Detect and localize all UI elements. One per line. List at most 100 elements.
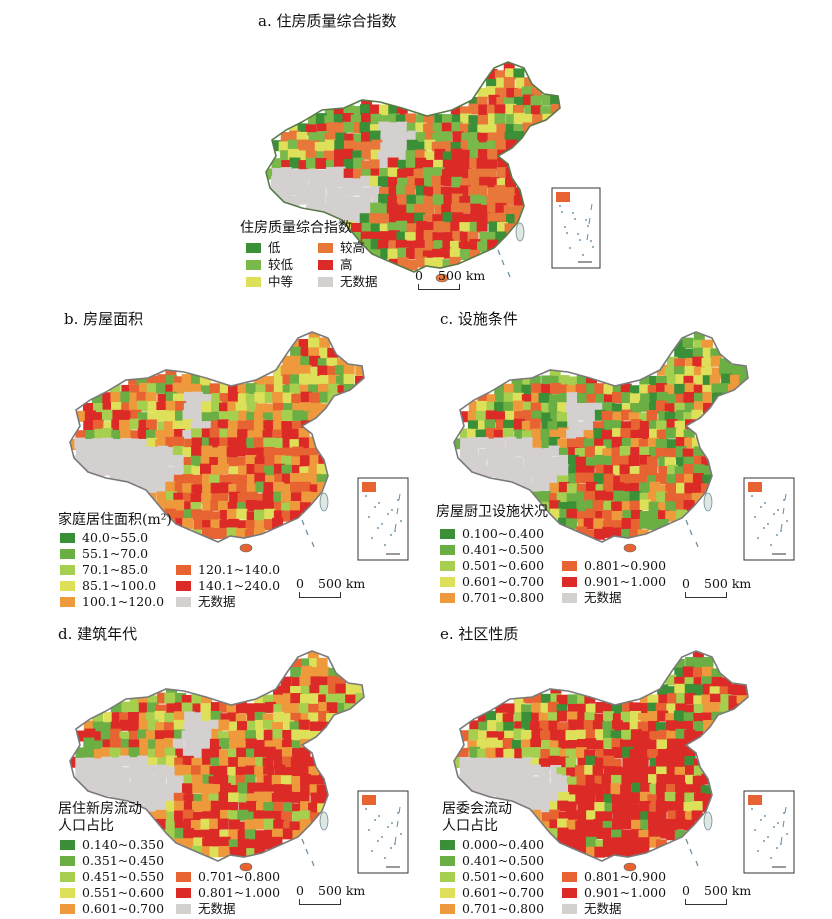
map-region xyxy=(262,412,274,424)
map-region xyxy=(272,811,284,823)
inset-dash xyxy=(780,836,783,844)
map-region xyxy=(621,409,633,421)
map-region xyxy=(309,455,321,467)
map-region xyxy=(280,684,292,696)
map-region xyxy=(226,446,238,458)
legend-swatch xyxy=(440,577,455,587)
map-region xyxy=(164,692,176,704)
map-region xyxy=(299,402,311,414)
map-region xyxy=(352,150,364,162)
map-region xyxy=(210,482,222,494)
map-region xyxy=(682,448,694,460)
map-region xyxy=(522,376,534,388)
inset-island xyxy=(561,211,563,213)
map-region xyxy=(566,410,578,422)
map-region xyxy=(431,248,443,260)
map-region xyxy=(513,728,525,740)
scale-bar xyxy=(418,284,460,290)
map-region xyxy=(379,203,391,215)
map-region xyxy=(541,94,553,106)
map-region xyxy=(595,839,607,851)
map-region xyxy=(674,801,686,813)
map-region xyxy=(619,473,631,485)
map-region xyxy=(658,502,670,514)
map-region xyxy=(361,148,373,160)
map-region xyxy=(459,222,471,234)
map-region xyxy=(488,94,500,106)
map-region xyxy=(631,758,643,770)
map-region xyxy=(172,445,184,457)
map-region xyxy=(496,712,508,724)
map-region xyxy=(127,438,139,450)
panel-title: a. 住房质量综合指数 xyxy=(258,12,397,30)
map-region xyxy=(254,791,266,803)
map-region xyxy=(370,223,382,235)
map-region xyxy=(193,812,205,824)
map-region xyxy=(451,176,463,188)
map-region xyxy=(613,482,625,494)
map-region xyxy=(521,704,533,716)
map-region xyxy=(308,347,320,359)
map-region xyxy=(566,767,578,779)
map-region xyxy=(82,784,94,796)
map-region xyxy=(70,756,76,768)
map-region xyxy=(583,720,595,732)
map-region xyxy=(291,355,303,367)
inset-island xyxy=(783,499,785,501)
inset-island xyxy=(757,537,759,539)
map-region xyxy=(585,819,597,831)
china-map-c xyxy=(453,331,749,553)
map-region xyxy=(154,773,166,785)
map-region xyxy=(477,420,489,432)
map-region xyxy=(190,501,202,513)
map-region xyxy=(318,701,330,713)
map-region xyxy=(201,527,213,539)
map-region xyxy=(558,791,570,803)
map-region xyxy=(361,132,373,144)
map-region xyxy=(610,847,622,859)
map-region xyxy=(110,721,122,733)
map-region xyxy=(154,710,166,722)
map-region xyxy=(316,657,328,669)
map-region xyxy=(495,87,507,99)
map-region xyxy=(667,738,679,750)
map-region xyxy=(287,139,299,151)
map-region xyxy=(262,838,274,850)
map-region xyxy=(406,223,418,235)
map-region xyxy=(451,114,463,126)
map-region xyxy=(111,757,123,769)
map-region xyxy=(468,437,480,449)
map-region xyxy=(146,437,158,449)
map-region xyxy=(326,167,338,179)
map-region xyxy=(594,438,606,450)
map-region xyxy=(478,104,490,116)
map-region xyxy=(665,713,677,725)
map-region xyxy=(487,239,499,251)
map-region xyxy=(273,784,285,796)
map-region xyxy=(327,365,339,377)
legend-item: 70.1~85.0 xyxy=(60,562,148,578)
map-region xyxy=(541,812,553,824)
map-region xyxy=(506,87,518,99)
map-region xyxy=(228,819,240,831)
map-region xyxy=(102,739,114,751)
map-region xyxy=(166,491,178,503)
map-region xyxy=(280,713,292,725)
map-region xyxy=(210,420,222,432)
map-region xyxy=(683,712,695,724)
map-region xyxy=(538,465,550,477)
map-region xyxy=(486,194,498,206)
map-region xyxy=(691,731,703,743)
map-region xyxy=(101,464,113,476)
map-region xyxy=(540,428,552,440)
map-region xyxy=(201,412,213,424)
map-region xyxy=(359,213,371,225)
map-region xyxy=(244,819,256,831)
map-region xyxy=(245,703,257,715)
map-region xyxy=(612,411,624,423)
map-region xyxy=(629,385,641,397)
map-region xyxy=(416,114,428,126)
map-region xyxy=(702,656,714,668)
map-region xyxy=(282,756,294,768)
map-region xyxy=(656,376,668,388)
